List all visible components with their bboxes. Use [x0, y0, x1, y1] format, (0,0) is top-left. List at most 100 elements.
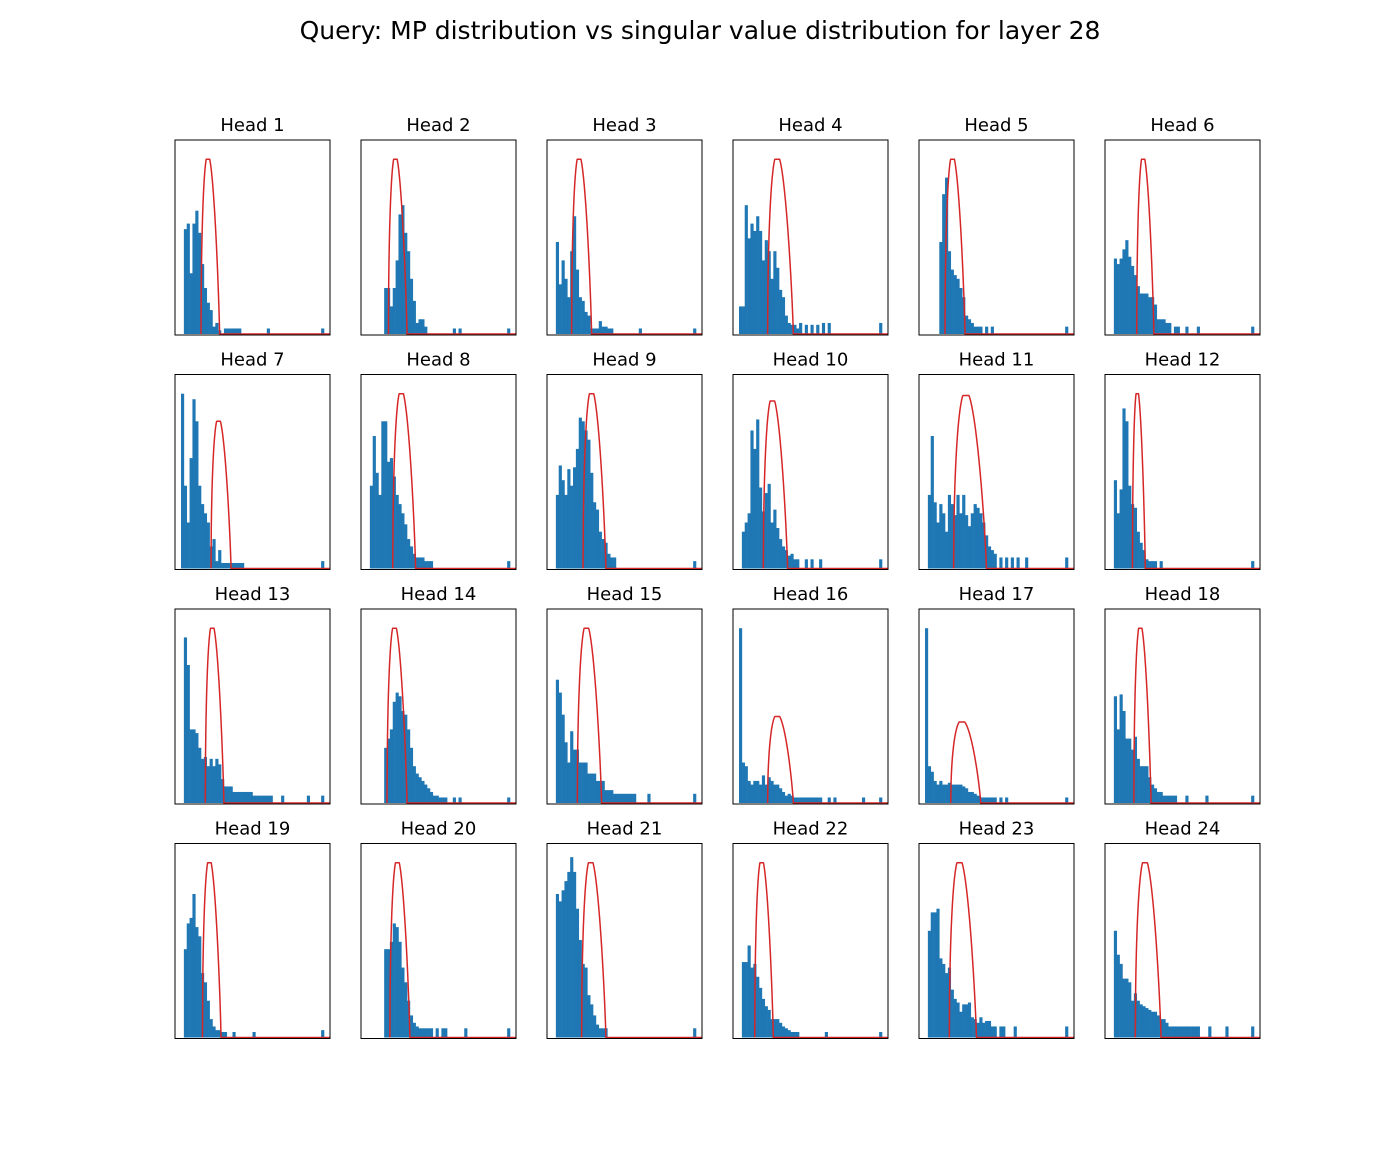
histogram-bar [976, 507, 980, 569]
histogram-bar [804, 797, 808, 803]
histogram-bar [942, 963, 946, 1038]
histogram-bar [942, 784, 946, 803]
histogram-bar [321, 1030, 325, 1038]
histogram-bar [945, 177, 949, 334]
subplot-frame [360, 139, 517, 336]
histogram-bar [192, 729, 196, 803]
histogram-bar [985, 1020, 989, 1038]
histogram-bar [238, 328, 242, 334]
histogram-bar [861, 797, 866, 803]
histogram-bar [990, 797, 994, 803]
histogram-bar [598, 1028, 602, 1038]
histogram-bar [189, 458, 193, 569]
histogram-bar [790, 1031, 794, 1038]
histogram-bar [607, 790, 611, 803]
histogram-bar [1251, 561, 1255, 569]
histogram-bar [1188, 1026, 1192, 1038]
histogram-bar [750, 784, 754, 803]
histogram-bar [209, 310, 213, 334]
histogram-bar [1205, 795, 1209, 803]
histogram-bar [221, 779, 225, 803]
histogram-bar [962, 297, 966, 334]
histogram-bar [218, 764, 222, 803]
histogram-bar [810, 559, 814, 569]
histogram-bar [693, 793, 697, 803]
histogram-bar [607, 553, 611, 569]
histogram-bar [395, 927, 399, 1038]
subplot-title: Head 18 [1145, 584, 1221, 605]
histogram-bar [1116, 264, 1120, 334]
histogram-bar [1168, 795, 1172, 803]
histogram-bar [1153, 304, 1158, 334]
histogram-bar [796, 797, 800, 803]
histogram-bar [1156, 1015, 1160, 1038]
histogram-bar [967, 526, 972, 569]
subplot-frame [174, 374, 331, 570]
histogram-bar [993, 553, 997, 569]
histogram-bar [441, 797, 445, 803]
histogram-bar [776, 784, 780, 803]
histogram-bar [593, 1015, 597, 1038]
histogram-bar [796, 328, 800, 334]
histogram-bar [973, 504, 977, 569]
histogram-bar [1002, 1026, 1006, 1038]
histogram-bar [407, 539, 411, 569]
histogram-bar [407, 1000, 411, 1038]
histogram-bar [799, 797, 803, 803]
histogram-bar [787, 793, 791, 803]
histogram-bar [412, 300, 416, 334]
histogram-bar [747, 238, 751, 334]
histogram-bar [633, 793, 637, 803]
subplot-21: Head 21 [546, 819, 703, 1039]
histogram-bar [221, 1031, 225, 1038]
histogram-bar [555, 242, 560, 334]
histogram-bar [584, 430, 588, 569]
histogram-bar [564, 742, 568, 803]
subplot-title: Head 12 [1145, 350, 1221, 371]
subplot-title: Head 20 [401, 819, 477, 840]
mp-curve [580, 861, 702, 1039]
histogram-bar [198, 747, 202, 803]
histogram-bar [575, 448, 580, 569]
mp-curve [391, 392, 516, 570]
histogram-bar [1171, 795, 1175, 803]
histogram-bar [610, 557, 614, 569]
histogram-bar [229, 328, 233, 334]
histogram-bar [816, 797, 820, 803]
histogram-bar [810, 797, 814, 803]
histogram-bar [567, 297, 571, 334]
histogram-bar [962, 786, 966, 803]
mp-curve [952, 394, 1074, 570]
subplot-frame [918, 139, 1075, 336]
mp-curve [200, 158, 330, 335]
histogram-bar [321, 561, 325, 569]
histogram-bar [321, 328, 325, 334]
subplot-frame [732, 843, 889, 1039]
histogram-bar [942, 513, 946, 569]
histogram-bar [956, 1002, 960, 1038]
histogram-bar [389, 729, 394, 803]
histogram-bar [1251, 326, 1255, 334]
histogram-bar [959, 784, 963, 803]
subplot-24: Head 24 [1104, 819, 1261, 1039]
histogram-bar [756, 780, 760, 803]
histogram-bar [613, 793, 617, 803]
histogram-bar [756, 419, 760, 569]
histogram-bar [967, 791, 972, 803]
histogram-bar [985, 797, 989, 803]
histogram-bar [212, 1026, 216, 1038]
mp-curve [1134, 861, 1260, 1039]
histogram-bar [1165, 795, 1169, 803]
histogram-bar [999, 557, 1003, 569]
histogram-bar [1113, 258, 1118, 334]
histogram-bar [464, 1028, 468, 1038]
histogram-bar [232, 562, 236, 569]
histogram-bar [1251, 795, 1255, 803]
histogram-bar [561, 260, 565, 334]
histogram-bar [1142, 293, 1146, 334]
histogram-bar [601, 539, 605, 569]
histogram-bar [693, 328, 697, 334]
histogram-bar [564, 881, 568, 1038]
histogram-bar [939, 958, 943, 1038]
